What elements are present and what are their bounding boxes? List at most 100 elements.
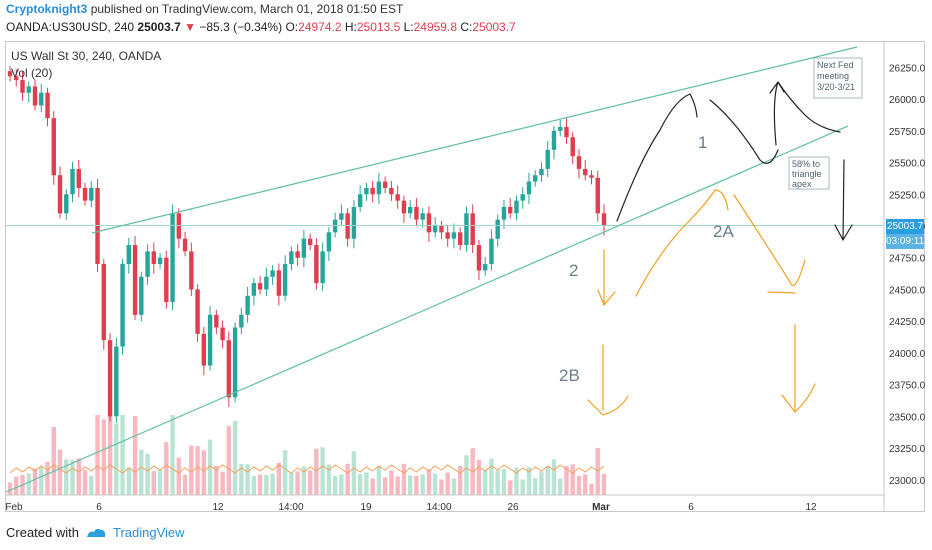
volume-bar: [189, 445, 194, 495]
bar-timer-tag: 03:09:11: [886, 234, 925, 249]
chart-frame: [5, 41, 925, 512]
symbol-label: OANDA:US30USD, 240: [6, 20, 135, 34]
candle-body: [395, 194, 400, 201]
volume-bar: [226, 426, 232, 495]
candle-body: [476, 245, 482, 271]
tradingview-brand[interactable]: TradingView: [112, 525, 185, 540]
scenario-2b-second-arrow: [781, 324, 816, 413]
y-tick-label: 25750.0: [889, 127, 926, 138]
candle-body: [520, 194, 525, 201]
candle-body: [551, 130, 557, 150]
candle-body: [89, 187, 94, 201]
y-tick-label: 23250.0: [889, 444, 926, 455]
candle-body: [182, 238, 188, 252]
volume-bar: [126, 467, 131, 495]
candle-body: [39, 92, 44, 106]
candle-body: [145, 251, 150, 277]
candle-body: [533, 175, 538, 182]
footer: Created with TradingView: [6, 525, 185, 540]
author-link[interactable]: Cryptoknight3: [6, 2, 88, 16]
fed-note-line-2: meeting: [817, 71, 849, 81]
candle-body: [501, 206, 507, 220]
y-tick-label: 26250.0: [889, 63, 926, 74]
volume-bar: [145, 453, 150, 495]
volume-bar: [564, 466, 569, 495]
volume-bar: [170, 415, 175, 495]
candle-body: [164, 257, 169, 303]
candle-body: [483, 264, 488, 271]
volume-bar: [451, 478, 457, 495]
volume-bar: [282, 450, 288, 495]
volume-bar: [395, 476, 400, 495]
candle-body: [583, 168, 588, 176]
x-tick-label: 26: [507, 502, 519, 513]
upper-trendline: [91, 46, 858, 234]
candle-body: [101, 264, 106, 341]
fed-note-line-3: 3/20-3/21: [817, 82, 855, 92]
current-price-tag: 25003.7: [886, 219, 924, 234]
candle-body: [445, 232, 450, 239]
y-tick-label: 23750.0: [889, 381, 926, 392]
volume-bar: [301, 466, 307, 495]
candle-body: [357, 194, 363, 207]
y-tick-label: 24000.0: [889, 349, 926, 360]
volume-bar: [432, 473, 438, 495]
volume-bar: [357, 473, 363, 495]
candle-body: [270, 270, 275, 277]
candle-body: [495, 219, 500, 239]
volume-bar: [70, 459, 75, 495]
candle-body: [282, 264, 288, 296]
candle-body: [432, 225, 438, 233]
volume-bar: [551, 459, 557, 495]
candle-body: [207, 314, 213, 366]
candle-body: [470, 213, 475, 246]
candle-body: [451, 232, 457, 239]
candle-body: [545, 149, 550, 169]
volume-bar: [407, 475, 413, 495]
candle-body: [407, 206, 413, 214]
volume-bar: [239, 463, 244, 495]
publish-header: Cryptoknight3 published on TradingView.c…: [6, 2, 403, 16]
candle-body: [157, 257, 163, 265]
x-tick-label: 6: [688, 502, 694, 513]
candle-body: [420, 213, 425, 220]
volume-bar: [376, 465, 382, 495]
volume-bar: [370, 478, 375, 495]
candle-body: [14, 76, 19, 81]
price-change: −85.3 (−0.34%): [199, 20, 283, 34]
volume-bar: [589, 483, 594, 495]
volume-bar: [139, 449, 144, 495]
tradingview-logo-icon: [86, 528, 106, 537]
scenario-2a-base: [767, 291, 796, 294]
candle-body: [214, 314, 219, 328]
volume-bar: [483, 469, 488, 495]
y-tick-label: 24500.0: [889, 285, 926, 296]
candle-body: [70, 168, 75, 195]
candle-body: [595, 177, 600, 214]
volume-bar: [270, 473, 275, 495]
volume-ma-line: [9, 464, 605, 474]
candle-body: [376, 181, 382, 195]
candle-body: [82, 187, 88, 201]
volume-bar: [157, 469, 163, 495]
y-tick-label: 23000.0: [889, 476, 926, 487]
y-tick-label: 24250.0: [889, 317, 926, 328]
volume-bar: [32, 468, 38, 495]
candle-body: [239, 314, 244, 328]
volume-bar: [339, 474, 344, 495]
apex-note-line-1: 58% to: [792, 159, 820, 169]
h-value: 25013.5: [356, 20, 401, 34]
volume-bar: [89, 475, 94, 495]
volume-bar: [114, 423, 119, 495]
candle-body: [232, 327, 238, 398]
volume-bar: [245, 464, 250, 495]
volume-bar: [445, 472, 450, 495]
volume-bar: [39, 466, 44, 495]
candle-body: [120, 264, 125, 347]
volume-bar: [601, 473, 607, 495]
volume-indicator-label: Vol (20): [11, 66, 52, 80]
volume-bar: [382, 477, 388, 495]
created-with-label: Created with: [6, 525, 79, 540]
volume-bar: [326, 464, 332, 495]
